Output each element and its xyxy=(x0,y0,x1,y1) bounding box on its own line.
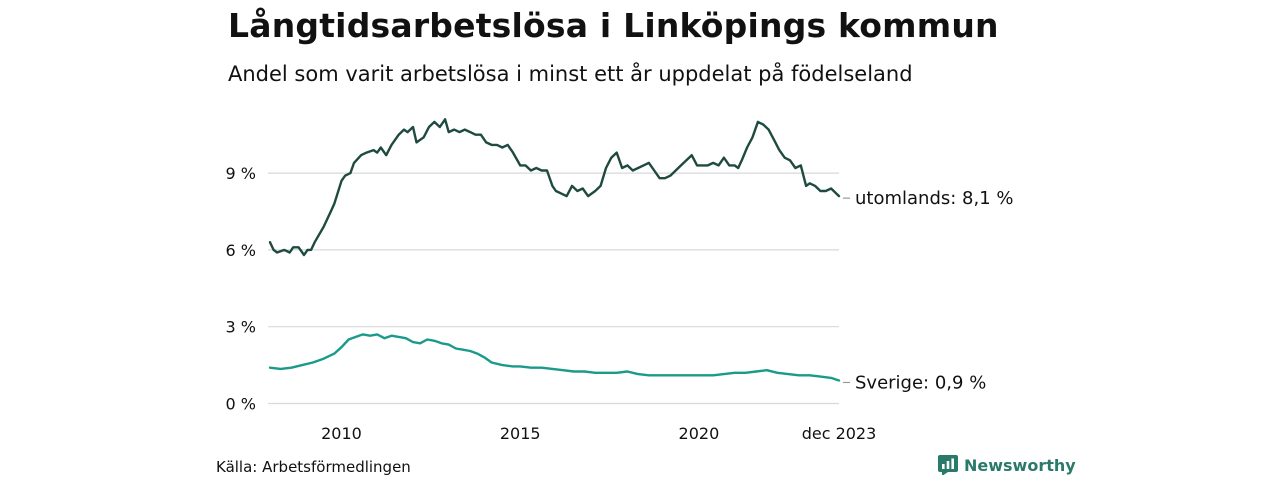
y-axis-ticks: 0 % 3 % 6 % 9 % xyxy=(226,164,256,413)
chart-subtitle: Andel som varit arbetslösa i minst ett å… xyxy=(228,62,913,86)
source-note: Källa: Arbetsförmedlingen xyxy=(216,458,411,476)
end-label-sverige: Sverige: 0,9 % xyxy=(855,372,986,393)
x-tick-label: 2010 xyxy=(321,424,362,443)
y-tick-label: 9 % xyxy=(226,164,256,183)
bar-chart-icon xyxy=(938,455,958,475)
series-lines xyxy=(268,118,841,382)
x-tick-label: 2020 xyxy=(679,424,720,443)
y-tick-label: 3 % xyxy=(226,318,256,337)
x-tick-label: dec 2023 xyxy=(802,424,877,443)
y-tick-label: 6 % xyxy=(226,241,256,260)
x-axis-ticks: 2010 2015 2020 dec 2023 xyxy=(321,424,876,443)
series-end-labels: utomlands: 8,1 % Sverige: 0,9 % xyxy=(843,188,1014,393)
grid-lines xyxy=(268,172,839,405)
y-tick-label: 0 % xyxy=(226,395,256,414)
x-tick-label: 2015 xyxy=(500,424,541,443)
series-line-utomlands xyxy=(268,118,841,257)
end-label-utomlands: utomlands: 8,1 % xyxy=(855,188,1014,209)
series-line-sverige xyxy=(268,333,841,382)
line-chart: 0 % 3 % 6 % 9 % 2010 2015 2020 dec 2023 utomla… xyxy=(226,118,1014,443)
brand-logo: Newsworthy xyxy=(938,455,1076,475)
chart-title: Långtidsarbetslösa i Linköpings kommun xyxy=(228,6,999,45)
brand-name: Newsworthy xyxy=(964,455,1076,475)
